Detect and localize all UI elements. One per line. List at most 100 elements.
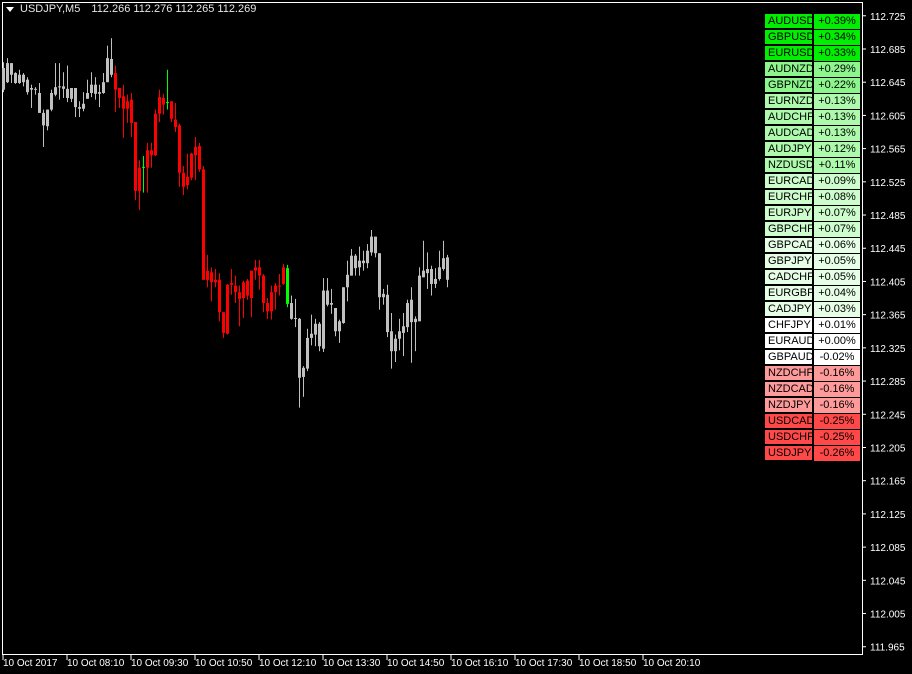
pair-change: +0.12% [814,142,860,158]
table-row: AUDCHF +0.13% [765,110,860,126]
candle [446,254,449,288]
candle [262,273,265,313]
candle [342,287,345,324]
pair-name: CHFJPY [765,318,812,333]
pair-name: GBPUSD [765,30,814,45]
pair-name: AUDJPY [765,142,812,157]
candle-wick [239,285,240,327]
candle [114,65,117,113]
pair-name: USDCAD [765,414,814,429]
candle-wick [423,240,424,278]
candle [98,84,101,108]
candle [250,270,253,318]
x-tick-label: 10 Oct 14:50 [387,658,445,669]
candle-body [54,87,57,95]
candle [362,250,365,271]
y-tick-label: 111.965 [870,643,905,654]
candle-body [270,292,273,312]
candle-body [22,74,25,83]
table-row: NZDCHF -0.16% [765,366,860,382]
candle-wick [403,312,404,357]
x-tick-label: 10 Oct 16:10 [451,658,509,669]
candle-body [422,270,425,278]
candle-body [326,290,329,305]
candle-body [382,293,385,298]
candle-wick [123,84,124,138]
candle [294,298,297,328]
pair-change: +0.01% [814,318,860,334]
candle [54,63,57,97]
pair-name: GBPJPY [765,254,812,269]
candle-wick [67,65,68,103]
candle [34,87,37,95]
candle [230,268,233,295]
candle [322,278,325,353]
candle-wick [59,63,60,100]
candle-wick [243,280,244,318]
candle-body [134,122,137,191]
candle-body [58,86,61,88]
pair-change: -0.16% [814,398,860,414]
candle [330,288,333,314]
candle-body [446,257,449,280]
candle-body [286,268,289,304]
x-tick-label: 10 Oct 12:10 [259,658,317,669]
pair-change: +0.08% [814,190,860,206]
candle [26,77,29,95]
candle-wick [443,240,444,271]
candle-body [66,88,69,98]
candle-body [86,92,89,99]
y-tick-label: 112.325 [870,344,906,355]
candle-wick [303,366,304,397]
candle-body [274,285,277,293]
candle [310,314,313,346]
candle [198,142,201,172]
candle-body [126,101,129,109]
pair-change: +0.07% [814,222,860,238]
candle-body [178,125,181,173]
y-tick-label: 112.085 [870,543,906,554]
candle [266,298,269,319]
candle-wick [415,316,416,352]
candle [226,283,229,335]
dropdown-triangle-icon[interactable] [6,6,14,12]
candle [206,254,209,288]
candle-body [30,88,33,90]
table-row: USDCAD -0.25% [765,414,860,430]
candle [154,109,157,157]
candle-body [298,318,301,378]
candle [378,253,381,310]
candle-body [442,258,445,269]
candle [102,73,105,94]
pair-name: EURNZD [765,94,814,109]
pair-name: CADJPY [765,302,812,317]
pair-name: USDCHF [765,430,814,445]
candle-body [190,153,193,178]
candle-body [342,287,345,323]
pair-name: GBPAUD [765,350,814,365]
candle [290,295,293,320]
pair-name: NZDUSD [765,158,814,173]
candle-body [358,260,361,268]
x-tick-label: 10 Oct 10:50 [195,658,253,669]
candle-wick [43,109,44,147]
x-tick-label: 10 Oct 17:30 [515,658,573,669]
candle-body [102,82,105,93]
candle-body [170,101,173,119]
table-row: CADJPY +0.03% [765,302,860,318]
y-tick-label: 112.605 [870,111,906,122]
candle [350,249,353,276]
candle-body [246,280,249,296]
candle-body [46,109,49,127]
candle [370,229,373,256]
price-axis: 112.725 112.685 112.645 112.605 112.565 112.5… [862,12,906,654]
candle-wick [231,268,232,295]
pair-change: +0.33% [814,46,860,62]
candle-body [290,303,293,319]
pair-name: EURGBP [765,286,814,301]
y-tick-label: 112.565 [870,145,906,156]
x-tick-label: 10 Oct 18:50 [579,658,637,669]
candle [398,318,401,351]
pair-name: EURUSD [765,46,814,61]
